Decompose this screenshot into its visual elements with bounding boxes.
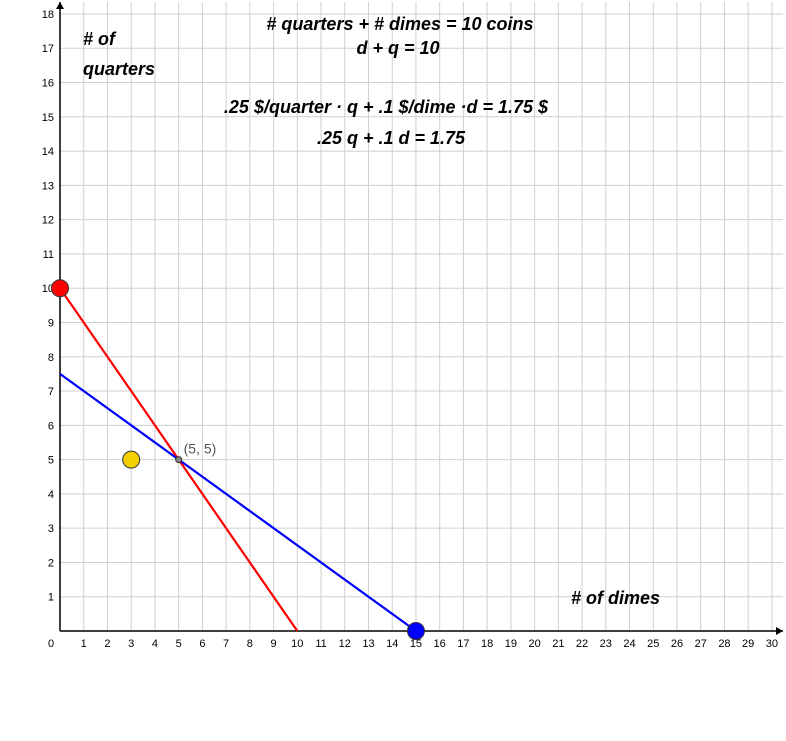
x-tick-label: 26: [671, 638, 683, 650]
point-marker-3[interactable]: [122, 450, 141, 469]
y-tick-label: 13: [42, 180, 54, 192]
x-tick-label: 12: [339, 638, 351, 650]
y-tick-label: 10: [42, 283, 54, 295]
series-line-2[interactable]: [59, 373, 417, 632]
y-tick-label: 8: [48, 352, 54, 364]
x-tick-label: 14: [386, 638, 398, 650]
x-tick-label: 15: [410, 638, 422, 650]
x-tick-label: 1: [81, 638, 87, 650]
x-tick-label: 2: [104, 638, 110, 650]
x-tick-label: 13: [362, 638, 374, 650]
equation-1: # quarters + # dimes = 10 coins: [266, 14, 533, 34]
x-tick-label: 10: [291, 638, 303, 650]
equation-4: .25 q + .1 d = 1.75: [317, 128, 466, 148]
x-tick-label: 0: [48, 638, 54, 650]
x-tick-label: 8: [247, 638, 253, 650]
y-axis-arrow: [56, 2, 64, 9]
y-tick-label: 6: [48, 420, 54, 432]
y-tick-label: 5: [48, 455, 54, 467]
point-marker-1[interactable]: [51, 279, 69, 298]
y-tick-label: 15: [42, 112, 54, 124]
x-tick-label: 23: [600, 638, 612, 650]
y-tick-label: 16: [42, 78, 54, 90]
y-tick-label: 12: [42, 215, 54, 227]
grid: [59, 2, 783, 632]
x-tick-label: 9: [271, 638, 277, 650]
x-tick-label: 6: [199, 638, 205, 650]
tick-labels: 0 1 2 3 4 5 6 7 8 9 10 11 12 13 14 15 16 17 18 19 20 21 22 23 24…: [42, 9, 778, 650]
equation-2: d + q = 10: [356, 38, 439, 58]
y-tick-label: 14: [42, 146, 54, 158]
intersection-point[interactable]: [175, 456, 183, 464]
y-tick-label: 3: [48, 523, 54, 535]
y-tick-label: 4: [48, 489, 54, 501]
x-tick-label: 25: [647, 638, 659, 650]
x-axis-arrow: [776, 627, 783, 635]
x-tick-label: 28: [718, 638, 730, 650]
x-tick-label: 21: [552, 638, 564, 650]
x-tick-label: 22: [576, 638, 588, 650]
x-tick-label: 27: [695, 638, 707, 650]
x-tick-label: 16: [434, 638, 446, 650]
intersection-label: (5, 5): [184, 441, 217, 457]
y-axis-title-line-2: quarters: [83, 59, 155, 79]
y-tick-label: 7: [48, 386, 54, 398]
y-tick-label: 11: [43, 249, 54, 261]
y-tick-label: 2: [48, 557, 54, 569]
y-axis-title-line-1: # of: [83, 29, 117, 49]
x-tick-label: 17: [457, 638, 469, 650]
x-tick-label: 7: [223, 638, 229, 650]
x-tick-label: 4: [152, 638, 158, 650]
x-tick-label: 18: [481, 638, 493, 650]
x-tick-label: 19: [505, 638, 517, 650]
point-markers[interactable]: (5, 5): [51, 279, 425, 640]
x-tick-label: 20: [528, 638, 540, 650]
x-tick-label: 30: [766, 638, 778, 650]
y-tick-label: 18: [42, 9, 54, 21]
y-tick-label: 1: [48, 592, 54, 604]
x-axis-title: # of dimes: [571, 588, 660, 608]
x-tick-label: 11: [315, 638, 326, 650]
y-tick-label: 17: [42, 43, 54, 55]
x-tick-label: 5: [176, 638, 182, 650]
y-tick-label: 9: [48, 317, 54, 329]
point-marker-2[interactable]: [406, 622, 425, 640]
x-tick-label: 3: [128, 638, 134, 650]
equation-3: .25 $/quarter · q + .1 $/dime ·d = 1.75 …: [224, 97, 549, 117]
x-tick-label: 24: [623, 638, 635, 650]
x-tick-label: 29: [742, 638, 754, 650]
